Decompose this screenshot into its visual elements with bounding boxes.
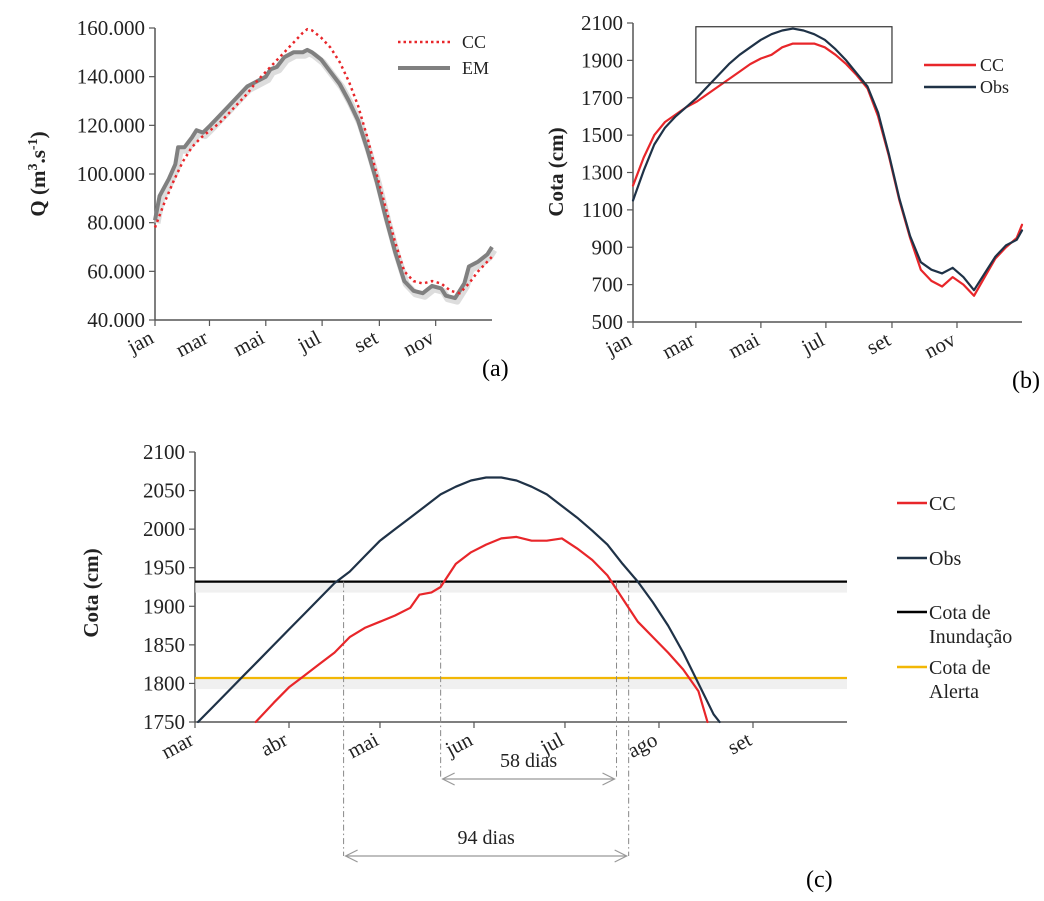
chart-a-y-tick-label: 120.000 — [77, 113, 145, 137]
chart-c-y-tick-label: 1750 — [143, 710, 185, 734]
chart-b-y-tick-label: 2100 — [581, 11, 623, 35]
chart-c-legend: CC Obs Cota de Inundação Cota de Alerta — [897, 493, 1012, 703]
chart-c-y-tick-label: 1950 — [143, 556, 185, 580]
chart-a-series-cc — [153, 27, 493, 295]
chart-b-legend-obs-label: Obs — [980, 77, 1009, 97]
chart-a: 40.000 60.000 80.000 100.000 120.000 140.000 1… — [26, 16, 509, 382]
chart-c-legend-alerta-label: Cota de Alerta — [929, 657, 991, 703]
chart-c-y-tick-label: 2100 — [143, 440, 185, 464]
chart-c-legend-obs-label: Obs — [929, 548, 961, 570]
chart-c-dimension-arrowhead-right — [602, 772, 616, 786]
chart-c-panel-label: (c) — [806, 867, 833, 893]
chart-b-y-tick-label: 1700 — [581, 86, 623, 110]
chart-b-y-tick-label: 500 — [592, 310, 624, 334]
chart-a-x-tick-label: mai — [229, 325, 268, 361]
chart-a-y-tick-label: 60.000 — [87, 259, 145, 283]
chart-c-hline-shadow — [195, 582, 847, 593]
chart-a-y-axis-label-sup1: 3 — [26, 164, 41, 171]
chart-b-y-tick-label: 1100 — [582, 198, 623, 222]
chart-b-y-tick-label: 1900 — [581, 48, 623, 72]
chart-c-dimension-label: 58 dias — [500, 750, 557, 772]
chart-a-y-tick-label: 140.000 — [77, 65, 145, 89]
chart-b-y-tick-label: 1300 — [581, 161, 623, 185]
chart-b-legend: CC Obs — [924, 55, 1009, 97]
chart-b-x-tick-label: jul — [797, 327, 829, 359]
chart-c-hline-shadow — [195, 679, 847, 690]
chart-c-y-tick-label: 1850 — [143, 633, 185, 657]
chart-a-panel-label: (a) — [482, 356, 509, 382]
chart-c-y-axis-label: Cota (cm) — [79, 548, 103, 637]
chart-b-panel-label: (b) — [1012, 368, 1040, 394]
chart-c-y-tick-label: 1800 — [143, 671, 185, 695]
chart-a-y-tick-label: 100.000 — [77, 162, 145, 186]
chart-a-legend-cc-label: CC — [462, 32, 486, 52]
chart-a-series-em — [153, 47, 494, 301]
chart-b-zoom-box — [695, 26, 893, 84]
chart-b-legend-cc-label: CC — [980, 55, 1004, 75]
chart-c-series-cc — [254, 535, 709, 724]
chart-a-y-tick-label: 160.000 — [77, 16, 145, 40]
chart-c-y-tick-label: 1900 — [143, 594, 185, 618]
chart-c-dimension-arrowhead-right — [614, 849, 628, 863]
chart-a-y-tick-label: 40.000 — [87, 308, 145, 332]
chart-a-y-axis-label-sup2: -1 — [26, 138, 41, 150]
chart-a-legend: CC EM — [398, 32, 489, 78]
chart-c-dimension-arrowhead-left — [344, 849, 358, 863]
chart-a-x-tick-label: mar — [172, 325, 212, 362]
chart-b-y-tick-label: 1500 — [581, 123, 623, 147]
chart-c-x-tick-label: abr — [256, 727, 291, 761]
chart-b-x-tick-label: mai — [724, 327, 763, 363]
chart-c-legend-cc-label: CC — [929, 493, 956, 515]
chart-c-x-tick-label: set — [723, 727, 755, 759]
chart-b-series-cc — [631, 42, 1024, 297]
chart-a-x-tick-label: nov — [399, 325, 439, 361]
chart-c-dimension-arrowhead-left — [441, 772, 455, 786]
chart-c-series-obs — [196, 476, 721, 724]
chart-a-y-axis-label-mid: .s — [26, 150, 50, 163]
chart-a-y-axis-label: Q (m3.s-1) — [26, 131, 50, 216]
chart-b-x-tick-label: set — [862, 327, 894, 359]
chart-a-y-axis-label-prefix: Q (m — [26, 170, 50, 217]
chart-c-y-tick-label: 2000 — [143, 517, 185, 541]
chart-b-x-tick-label: nov — [920, 327, 960, 363]
chart-a-x-tick-label: set — [350, 325, 382, 357]
chart-c-legend-inundacao-label: Cota de Inundação — [929, 602, 1012, 648]
chart-c-x-tick-label: jun — [440, 727, 476, 761]
chart-a-x-tick-label: jul — [293, 325, 325, 357]
chart-c-y-tick-label: 2050 — [143, 479, 185, 503]
chart-c-dimension-label: 94 dias — [458, 827, 515, 849]
chart-b-x-tick-label: mar — [658, 327, 698, 364]
chart-a-series-em-shadow — [153, 49, 497, 305]
chart-b-series-obs — [631, 27, 1024, 292]
chart-a-legend-em-label: EM — [462, 58, 489, 78]
chart-a-y-axis-label-suffix: ) — [26, 131, 50, 138]
chart-b-y-axis-label: Cota (cm) — [544, 127, 568, 216]
chart-a-y-tick-label: 80.000 — [87, 211, 145, 235]
chart-b-y-tick-label: 700 — [592, 273, 624, 297]
chart-b-y-tick-label: 900 — [592, 235, 624, 259]
chart-c-x-tick-label: mai — [343, 727, 382, 763]
